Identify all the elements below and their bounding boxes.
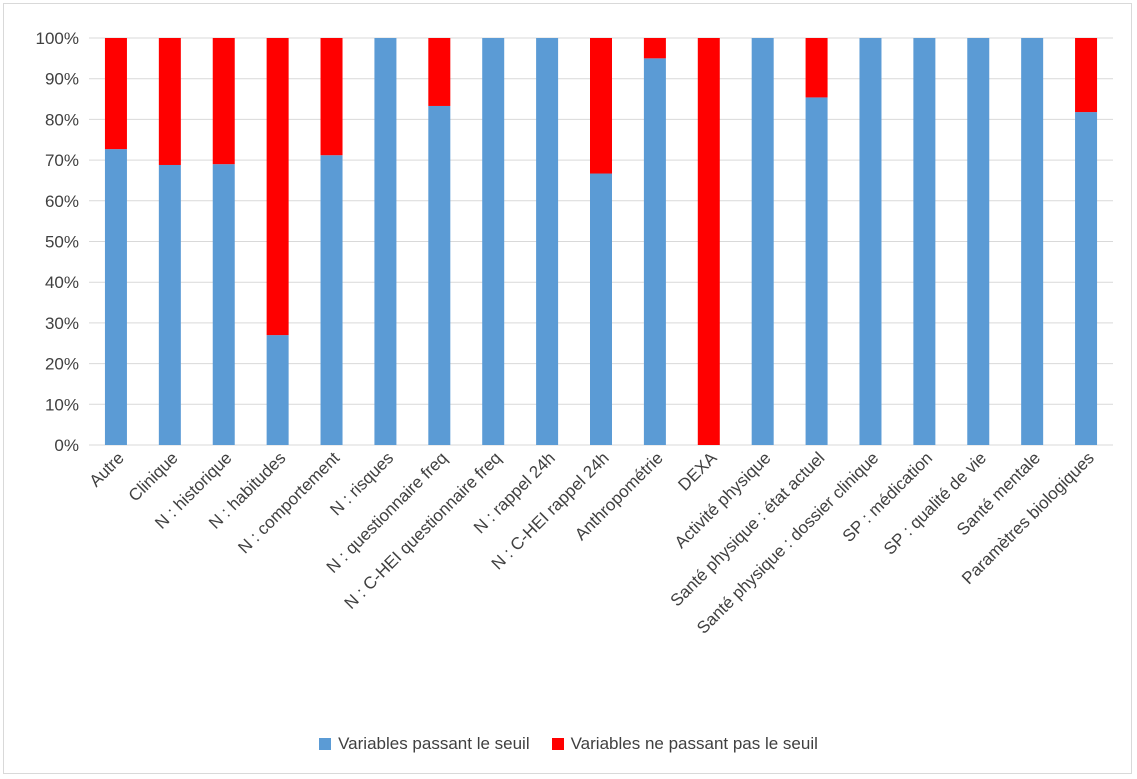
bar-segment-not-passing [212, 38, 235, 165]
legend-item-not-passing: Variables ne passant pas le seuil [551, 734, 818, 754]
bar-segment-passing [158, 164, 181, 445]
bar-segment-passing [643, 58, 666, 445]
bar-segment-passing [805, 97, 828, 445]
bar-segment-passing [1021, 38, 1044, 445]
bar-segment-not-passing [428, 38, 451, 106]
bar-segment-passing [320, 155, 343, 445]
bar-segment-passing [266, 335, 289, 445]
y-tick-label: 80% [45, 110, 79, 129]
legend-item-passing: Variables passant le seuil [319, 734, 530, 754]
y-tick-label: 30% [45, 314, 79, 333]
bar-segment-passing [428, 105, 451, 446]
bar-segment-passing [859, 38, 882, 445]
y-tick-label: 50% [45, 233, 79, 252]
bar-segment-not-passing [1075, 38, 1098, 113]
y-tick-label: 70% [45, 151, 79, 170]
y-axis: 0% 10% 20% 30% 40% 50% 60% 70% 80% 90% 100% [36, 29, 79, 455]
bars [104, 38, 1098, 446]
bar-segment-passing [913, 38, 936, 445]
y-tick-label: 60% [45, 192, 79, 211]
bar-segment-not-passing [697, 38, 720, 445]
legend: Variables passant le seuil Variables ne … [0, 734, 1137, 754]
bar-segment-not-passing [158, 38, 181, 165]
bar-segment-passing [374, 38, 397, 445]
y-tick-label: 90% [45, 70, 79, 89]
legend-label-passing: Variables passant le seuil [338, 734, 530, 753]
y-tick-label: 20% [45, 355, 79, 374]
bar-segment-not-passing [104, 38, 127, 150]
bar-segment-passing [590, 173, 612, 445]
bar-segment-passing [212, 164, 235, 446]
bar-segment-passing [1075, 112, 1098, 445]
legend-swatch-not-passing [551, 738, 564, 750]
chart-frame [3, 3, 1132, 774]
x-tick-label: Activité physique [671, 448, 775, 552]
bar-segment-not-passing [643, 38, 666, 59]
x-tick-label: DEXA [674, 448, 721, 495]
bar-segment-not-passing [320, 38, 343, 156]
legend-label-not-passing: Variables ne passant pas le seuil [570, 734, 818, 753]
y-tick-label: 100% [36, 29, 79, 48]
x-tick-label: N : comportement [234, 448, 343, 557]
bar-segment-passing [967, 38, 990, 445]
legend-swatch-passing [319, 738, 332, 750]
bar-segment-not-passing [590, 38, 612, 174]
x-tick-label: SP : qualité de vie [880, 448, 990, 558]
bar-segment-passing [536, 38, 559, 445]
bar-segment-passing [104, 149, 127, 445]
bar-segment-passing [751, 38, 774, 445]
y-tick-label: 40% [45, 273, 79, 292]
bar-segment-not-passing [805, 38, 828, 98]
y-tick-label: 0% [54, 436, 79, 455]
x-tick-label: Autre [86, 448, 128, 490]
y-tick-label: 10% [45, 395, 79, 414]
bar-segment-not-passing [266, 38, 289, 336]
bar-segment-passing [482, 38, 505, 445]
